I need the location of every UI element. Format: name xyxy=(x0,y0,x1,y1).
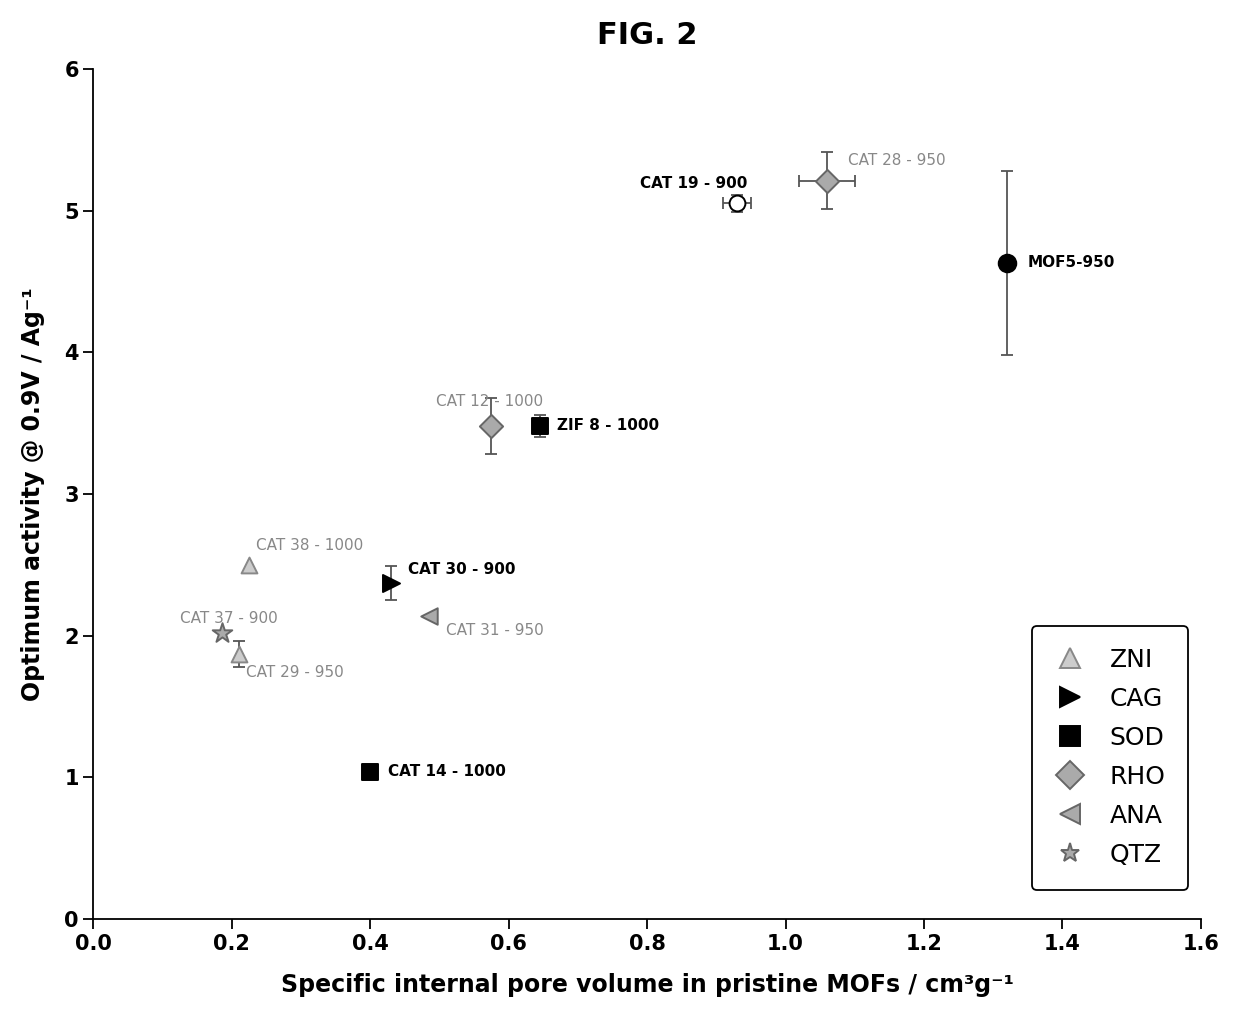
Y-axis label: Optimum activity @ 0.9V / Ag⁻¹: Optimum activity @ 0.9V / Ag⁻¹ xyxy=(21,287,45,700)
Point xyxy=(419,608,439,624)
Text: CAT 29 - 950: CAT 29 - 950 xyxy=(246,665,343,680)
Point xyxy=(229,646,249,663)
Text: CAT 38 - 1000: CAT 38 - 1000 xyxy=(257,538,363,553)
Point xyxy=(481,417,501,434)
Text: CAT 14 - 1000: CAT 14 - 1000 xyxy=(388,765,506,779)
Title: FIG. 2: FIG. 2 xyxy=(596,20,697,50)
Point xyxy=(212,625,232,641)
Text: CAT 19 - 900: CAT 19 - 900 xyxy=(640,176,748,191)
Legend: ZNI, CAG, SOD, RHO, ANA, QTZ: ZNI, CAG, SOD, RHO, ANA, QTZ xyxy=(1033,626,1188,890)
Text: CAT 12 - 1000: CAT 12 - 1000 xyxy=(436,394,543,409)
Text: MOF5-950: MOF5-950 xyxy=(1028,256,1115,271)
Text: CAT 37 - 900: CAT 37 - 900 xyxy=(180,611,278,626)
Text: CAT 28 - 950: CAT 28 - 950 xyxy=(848,154,945,168)
Text: CAT 31 - 950: CAT 31 - 950 xyxy=(446,623,544,637)
Point xyxy=(529,417,549,434)
Point xyxy=(817,173,837,189)
X-axis label: Specific internal pore volume in pristine MOFs / cm³g⁻¹: Specific internal pore volume in pristin… xyxy=(280,973,1013,998)
Point xyxy=(727,195,746,212)
Point xyxy=(361,764,381,780)
Point xyxy=(381,575,401,591)
Text: ZIF 8 - 1000: ZIF 8 - 1000 xyxy=(557,418,660,434)
Point xyxy=(997,254,1017,271)
Text: CAT 30 - 900: CAT 30 - 900 xyxy=(408,562,516,576)
Point xyxy=(239,557,259,573)
